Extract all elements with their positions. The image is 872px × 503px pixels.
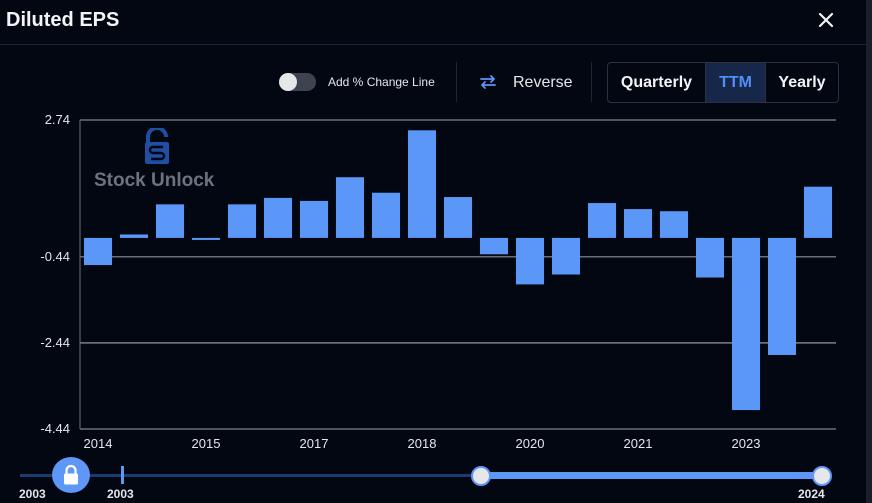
lock-button[interactable]: [52, 457, 90, 493]
x-tick-label: 2015: [192, 436, 221, 451]
x-tick-label: 2021: [624, 436, 653, 451]
change-line-label: Add % Change Line: [328, 75, 435, 89]
bar[interactable]: [803, 186, 833, 238]
reverse-label: Reverse: [513, 74, 573, 91]
bar[interactable]: [767, 237, 797, 355]
bar[interactable]: [191, 237, 221, 240]
bar[interactable]: [263, 197, 293, 238]
watermark: Stock Unlock: [94, 128, 224, 192]
lock-icon: [64, 464, 78, 485]
bar[interactable]: [695, 237, 725, 278]
date-range-slider: 2003 2003 2024: [0, 455, 866, 503]
segment-divider: [765, 63, 766, 102]
y-tick-label: 2.74: [45, 112, 70, 127]
bar[interactable]: [659, 211, 689, 238]
range-start-handle[interactable]: [471, 466, 491, 486]
close-button[interactable]: [812, 6, 840, 34]
tab-quarterly[interactable]: Quarterly: [620, 74, 693, 91]
bar[interactable]: [551, 237, 581, 275]
reverse-button[interactable]: Reverse: [478, 68, 578, 96]
divider: [456, 62, 457, 102]
bar[interactable]: [515, 237, 545, 285]
tab-yearly[interactable]: Yearly: [778, 74, 826, 91]
slider-selected-range[interactable]: [480, 472, 822, 479]
y-tick-label: -0.44: [40, 249, 70, 264]
slider-track[interactable]: [20, 474, 822, 477]
chart-controls: Add % Change Line Reverse Quarterly TTM …: [0, 62, 866, 103]
bar[interactable]: [479, 237, 509, 255]
x-tick-label: 2017: [300, 436, 329, 451]
slider-max-label: 2024: [798, 487, 825, 501]
bar[interactable]: [119, 234, 149, 238]
y-tick-label: -2.44: [40, 335, 70, 350]
bar[interactable]: [443, 197, 473, 238]
x-axis-labels: 2014 2015 2017 2018 2020 2021 2023: [84, 436, 761, 451]
x-tick-label: 2014: [84, 436, 113, 451]
bar[interactable]: [371, 192, 401, 238]
x-tick-label: 2020: [516, 436, 545, 451]
slider-lock-label: 2003: [107, 487, 134, 501]
tab-ttm[interactable]: TTM: [706, 63, 765, 102]
toggle-knob: [279, 73, 297, 91]
x-tick-label: 2023: [732, 436, 761, 451]
stock-unlock-logo-icon: [145, 128, 169, 164]
bar[interactable]: [407, 130, 437, 238]
close-icon: [818, 12, 834, 28]
bar[interactable]: [83, 237, 113, 266]
bar[interactable]: [299, 200, 329, 238]
divider: [591, 62, 592, 102]
y-tick-label: -4.44: [40, 421, 70, 436]
x-tick-label: 2018: [408, 436, 437, 451]
eps-bar-chart: 2.74 -0.44 -2.44 -4.44 2014 2015 2017 2018 2020…: [40, 112, 836, 451]
bar[interactable]: [623, 209, 653, 238]
bar[interactable]: [155, 204, 185, 238]
watermark-text: Stock Unlock: [94, 170, 215, 191]
bar[interactable]: [335, 177, 365, 238]
slider-tick: [121, 466, 124, 484]
segment-divider: [705, 63, 706, 102]
swap-arrows-icon: [480, 75, 496, 89]
slider-min-label: 2003: [19, 487, 46, 501]
period-selector: Quarterly TTM Yearly: [607, 62, 839, 103]
bar[interactable]: [731, 237, 761, 411]
modal-header: Diluted EPS: [0, 0, 866, 45]
bar[interactable]: [587, 203, 617, 238]
range-end-handle[interactable]: [812, 466, 832, 486]
change-line-toggle[interactable]: [279, 73, 316, 91]
y-axis-labels: 2.74 -0.44 -2.44 -4.44: [40, 112, 70, 436]
bar[interactable]: [227, 204, 257, 238]
scrollbar-edge: [866, 0, 872, 503]
page-title: Diluted EPS: [6, 9, 120, 31]
bars: [83, 130, 833, 411]
